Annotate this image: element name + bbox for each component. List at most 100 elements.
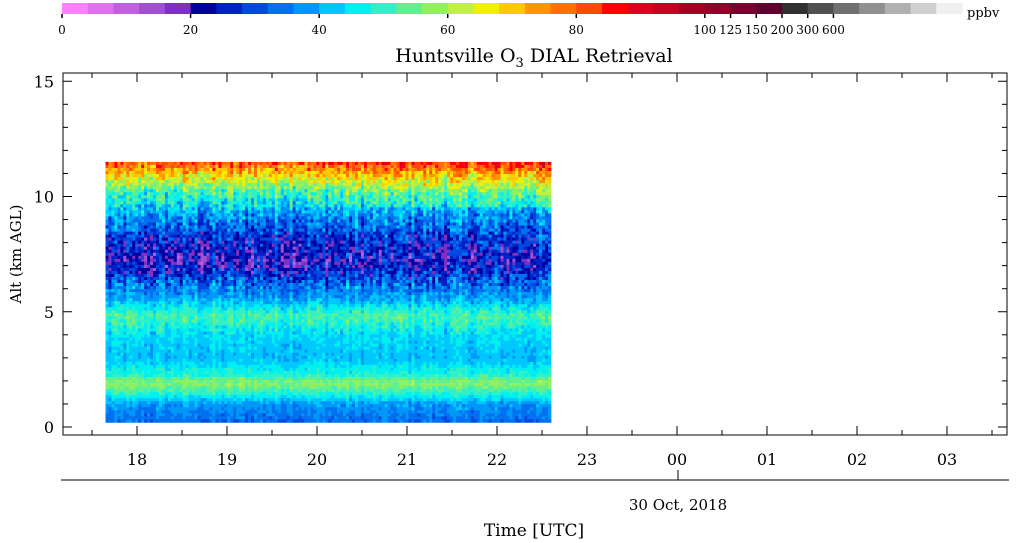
heatmap-cell — [245, 237, 249, 242]
heatmap-cell — [114, 167, 118, 172]
heatmap-cell — [512, 189, 516, 193]
heatmap-cell — [304, 186, 308, 190]
heatmap-cell — [331, 231, 335, 235]
heatmap-cell — [135, 207, 139, 211]
heatmap-cell — [120, 237, 124, 242]
heatmap-cell — [203, 195, 207, 199]
heatmap-cell — [105, 161, 109, 166]
heatmap-cell — [292, 258, 296, 263]
heatmap-cell — [512, 246, 516, 251]
heatmap-cell — [357, 195, 362, 199]
heatmap-cell — [372, 255, 377, 260]
heatmap-cell — [524, 198, 528, 202]
heatmap-cell — [518, 252, 522, 257]
heatmap-cell — [354, 219, 359, 223]
heatmap-cell — [369, 237, 374, 242]
heatmap-cell — [435, 183, 439, 187]
heatmap-cell — [346, 189, 350, 193]
heatmap-cell — [343, 192, 347, 196]
heatmap-cell — [467, 189, 472, 193]
heatmap-cell — [251, 237, 255, 242]
heatmap-cell — [120, 231, 124, 235]
heatmap-cell — [215, 234, 219, 238]
heatmap-cell — [497, 167, 501, 172]
heatmap-cell — [527, 171, 531, 175]
heatmap-cell — [548, 249, 552, 254]
heatmap-cell — [114, 198, 118, 202]
heatmap-cell — [384, 240, 388, 245]
heatmap-cell — [375, 204, 380, 208]
heatmap-cell — [390, 195, 394, 199]
heatmap-cell — [108, 204, 112, 208]
heatmap-cell — [503, 243, 507, 248]
heatmap-cell — [233, 201, 237, 205]
heatmap-cell — [307, 198, 311, 202]
heatmap-cell — [485, 231, 489, 235]
heatmap-cell — [147, 234, 151, 238]
heatmap-cell — [414, 161, 418, 166]
heatmap-cell — [494, 174, 498, 178]
heatmap-cell — [429, 213, 433, 217]
heatmap-cell — [343, 246, 347, 251]
heatmap-cell — [464, 167, 469, 172]
heatmap-cell — [135, 213, 139, 217]
heatmap-cell — [485, 213, 489, 217]
heatmap-cell — [485, 167, 489, 172]
heatmap-cell — [509, 207, 513, 211]
heatmap-cell — [464, 192, 469, 196]
heatmap-cell — [221, 186, 225, 190]
heatmap-cell — [343, 258, 347, 263]
heatmap-cell — [307, 246, 311, 251]
heatmap-cell — [144, 237, 148, 242]
heatmap-cell — [114, 231, 118, 235]
heatmap-cell — [375, 207, 380, 211]
heatmap-cell — [265, 219, 270, 223]
heatmap-cell — [369, 228, 374, 232]
heatmap-cell — [322, 174, 326, 178]
heatmap-cell — [393, 252, 397, 257]
heatmap-cell — [203, 204, 207, 208]
heatmap-cell — [461, 252, 466, 257]
heatmap-cell — [147, 183, 151, 187]
heatmap-cell — [542, 189, 546, 193]
heatmap-cell — [328, 249, 332, 254]
heatmap-cell — [268, 164, 273, 169]
heatmap-cell — [357, 180, 362, 184]
heatmap-cell — [301, 243, 305, 248]
heatmap-cell — [227, 219, 231, 223]
heatmap-cell — [262, 258, 267, 263]
heatmap-cell — [325, 225, 329, 229]
heatmap-cell — [479, 225, 484, 229]
heatmap-cell — [182, 201, 187, 205]
heatmap-cell — [429, 192, 433, 196]
heatmap-cell — [307, 237, 311, 242]
heatmap-cell — [191, 167, 195, 172]
heatmap-cell — [450, 177, 454, 181]
heatmap-cell — [352, 180, 356, 184]
heatmap-cell — [515, 231, 519, 235]
heatmap-cell — [262, 222, 267, 226]
heatmap-cell — [325, 234, 329, 238]
heatmap-cell — [402, 243, 406, 248]
heatmap-cell — [515, 171, 519, 175]
heatmap-cell — [298, 177, 302, 181]
heatmap-cell — [357, 240, 362, 245]
heatmap-cell — [286, 189, 290, 193]
heatmap-cell — [200, 237, 204, 242]
heatmap-cell — [426, 219, 430, 223]
heatmap-cell — [435, 201, 439, 205]
heatmap-cell — [432, 246, 436, 251]
heatmap-cell — [179, 249, 184, 254]
heatmap-cell — [506, 171, 510, 175]
heatmap-cell — [432, 167, 436, 172]
heatmap-cell — [464, 180, 469, 184]
heatmap-cell — [423, 240, 427, 245]
heatmap-cell — [506, 207, 510, 211]
heatmap-cell — [212, 192, 216, 196]
heatmap-cell — [114, 161, 118, 166]
heatmap-cell — [447, 207, 451, 211]
heatmap-cell — [435, 186, 439, 190]
heatmap-cell — [402, 246, 406, 251]
heatmap-cell — [310, 228, 314, 232]
heatmap-cell — [458, 240, 463, 245]
